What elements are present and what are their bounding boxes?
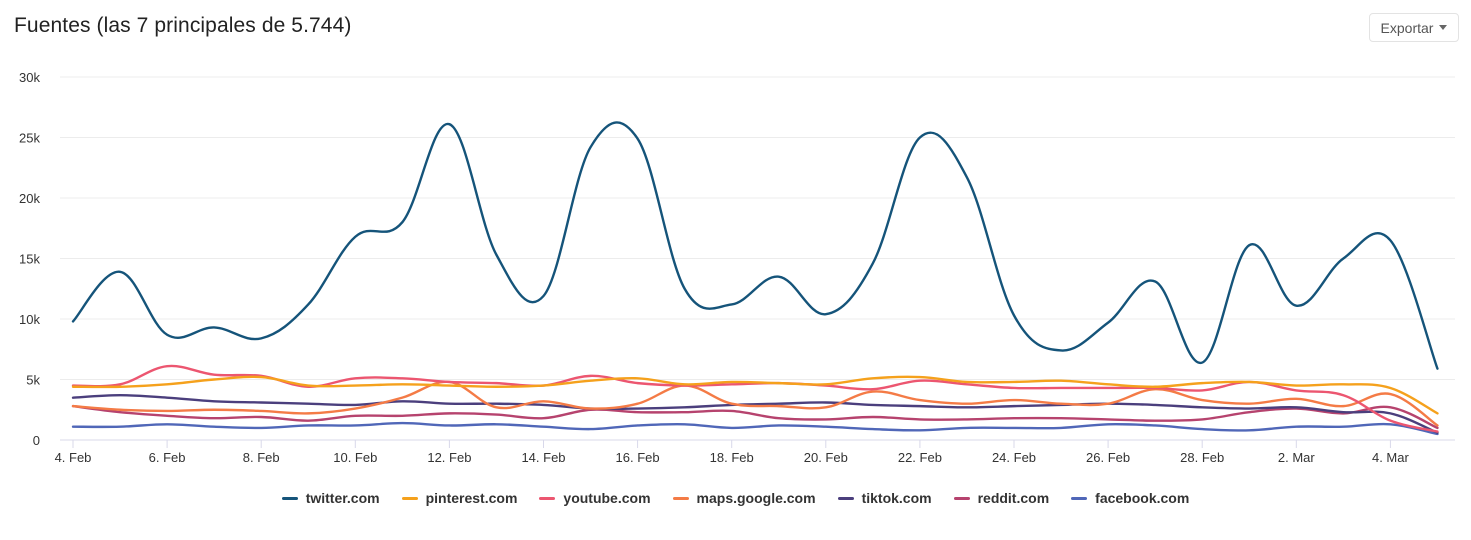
x-tick-label: 4. Feb <box>55 450 92 465</box>
y-tick-label: 10k <box>19 312 40 327</box>
x-tick-label: 24. Feb <box>992 450 1036 465</box>
y-tick-label: 0 <box>33 433 40 448</box>
legend-swatch-icon <box>837 496 854 500</box>
legend-swatch-icon <box>953 496 970 500</box>
legend-label: facebook.com <box>1095 490 1190 506</box>
series-line-maps-google-com[interactable] <box>71 380 1439 427</box>
chart-title: Fuentes (las 7 principales de 5.744) <box>14 14 352 37</box>
legend-item-tiktok-com[interactable]: tiktok.com <box>837 490 932 506</box>
series-line-youtube-com[interactable] <box>71 364 1439 433</box>
y-tick-label: 15k <box>19 252 40 267</box>
legend-swatch-icon <box>672 496 689 500</box>
x-tick-label: 4. Mar <box>1372 450 1410 465</box>
chart-legend: twitter.com pinterest.com youtube.com maps.… <box>0 490 1471 506</box>
x-tick-label: 22. Feb <box>898 450 942 465</box>
legend-item-pinterest-com[interactable]: pinterest.com <box>401 490 518 506</box>
x-tick-label: 16. Feb <box>616 450 660 465</box>
x-tick-label: 12. Feb <box>427 450 471 465</box>
y-tick-label: 25k <box>19 131 40 146</box>
legend-label: twitter.com <box>305 490 380 506</box>
series-line-reddit-com[interactable] <box>71 404 1439 430</box>
legend-label: tiktok.com <box>861 490 932 506</box>
legend-swatch-icon <box>401 496 418 500</box>
y-tick-label: 20k <box>19 191 40 206</box>
x-tick-label: 28. Feb <box>1180 450 1224 465</box>
series-line-tiktok-com[interactable] <box>71 394 1439 434</box>
legend-swatch-icon <box>539 496 556 500</box>
legend-swatch-icon <box>281 496 298 500</box>
series-line-facebook-com[interactable] <box>71 421 1439 436</box>
x-tick-label: 2. Mar <box>1278 450 1316 465</box>
legend-item-youtube-com[interactable]: youtube.com <box>539 490 651 506</box>
legend-item-facebook-com[interactable]: facebook.com <box>1071 490 1189 506</box>
x-tick-label: 6. Feb <box>149 450 186 465</box>
x-tick-label: 26. Feb <box>1086 450 1130 465</box>
x-tick-label: 8. Feb <box>243 450 280 465</box>
x-tick-label: 14. Feb <box>521 450 565 465</box>
series-line-pinterest-com[interactable] <box>71 375 1439 415</box>
caret-down-icon <box>1439 25 1448 30</box>
legend-label: reddit.com <box>977 490 1050 506</box>
y-tick-label: 5k <box>26 373 40 388</box>
series-line-twitter-com[interactable] <box>71 121 1439 370</box>
y-tick-label: 30k <box>19 70 40 85</box>
legend-item-reddit-com[interactable]: reddit.com <box>953 490 1050 506</box>
export-button[interactable]: Exportar <box>1369 13 1459 42</box>
x-tick-label: 18. Feb <box>710 450 754 465</box>
x-tick-label: 20. Feb <box>804 450 848 465</box>
legend-item-twitter-com[interactable]: twitter.com <box>281 490 380 506</box>
legend-swatch-icon <box>1071 496 1088 500</box>
line-chart: 0 5k 10k 15k 20k 25k 30k 4. Feb 6. Feb 8. Feb 10. … <box>19 70 1455 465</box>
legend-item-maps-google-com[interactable]: maps.google.com <box>672 490 816 506</box>
export-label: Exportar <box>1380 19 1434 36</box>
legend-label: youtube.com <box>563 490 651 506</box>
legend-label: pinterest.com <box>425 490 518 506</box>
legend-label: maps.google.com <box>696 490 816 506</box>
x-tick-label: 10. Feb <box>333 450 377 465</box>
